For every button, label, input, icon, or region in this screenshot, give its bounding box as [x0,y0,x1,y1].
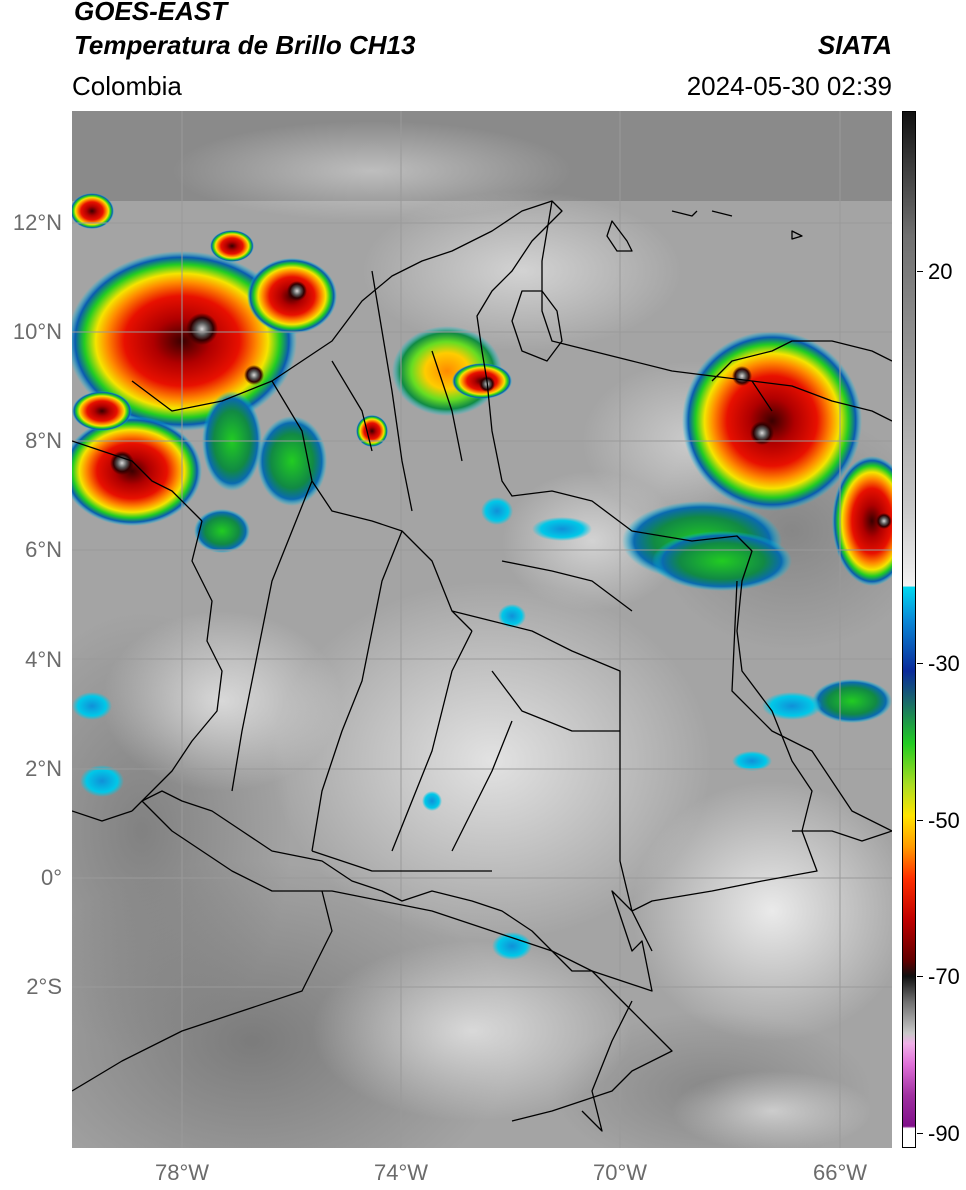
satellite-map [72,111,892,1148]
lon-label-74w: 74°W [373,1160,429,1185]
brand-label: SIATA [817,30,892,60]
colorbar-label-minus50: -50 [928,808,960,833]
lat-label-0: 0° [40,865,62,890]
lat-label-2n: 2°N [25,756,62,781]
lat-label-12n: 12°N [12,210,62,235]
colorbar-tick-minus70 [917,976,923,977]
lat-label-6n: 6°N [25,537,62,562]
lat-label-10n: 10°N [12,319,62,344]
timestamp-label: 2024-05-30 02:39 [686,71,892,101]
lon-label-70w: 70°W [592,1160,648,1185]
colorbar-label-minus90: -90 [928,1121,960,1146]
colorbar [902,111,916,1148]
colorbar-label-20: 20 [928,259,953,284]
colorbar-tick-minus90 [917,1133,923,1134]
product-title: GOES-EAST [74,0,228,26]
lat-label-2s: 2°S [26,974,62,999]
lat-label-8n: 8°N [25,428,62,453]
product-subtitle: Temperatura de Brillo CH13 [74,30,416,60]
colorbar-tick-20 [917,271,923,272]
lon-label-78w: 78°W [154,1160,210,1185]
lat-label-4n: 4°N [25,647,62,672]
colorbar-label-minus30: -30 [928,651,960,676]
colorbar-tick-minus50 [917,820,923,821]
region-label: Colombia [72,71,182,101]
colorbar-tick-minus30 [917,663,923,664]
lon-label-66w: 66°W [812,1160,868,1185]
colorbar-label-minus70: -70 [928,964,960,989]
